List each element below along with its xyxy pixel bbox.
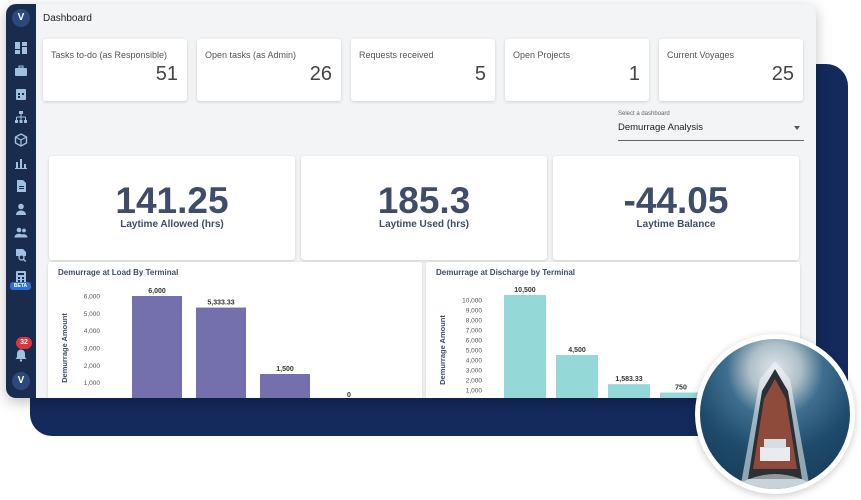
- chart-card-discharge: Demurrage at Discharge by Terminal Demur…: [426, 262, 800, 398]
- people-icon[interactable]: [14, 225, 28, 239]
- chevron-down-icon[interactable]: [794, 126, 800, 130]
- stat-value: 5: [474, 63, 486, 85]
- briefcase-icon[interactable]: [14, 64, 28, 78]
- kpi-laytime-balance: -44.05 Laytime Balance: [553, 156, 799, 260]
- stat-label: Open Projects: [513, 50, 571, 60]
- bar: [196, 307, 246, 398]
- kpi-value: 141.25: [115, 180, 229, 221]
- notification-badge: 32: [16, 337, 32, 349]
- dashboard-icon[interactable]: [14, 41, 28, 55]
- stat-label: Open tasks (as Admin): [205, 50, 297, 60]
- chart-title: Demurrage at Discharge by Terminal: [436, 268, 576, 277]
- y-tick-label: 0: [96, 398, 100, 399]
- chart-discharge-svg: Demurrage Amount 10,000 9,000 8,000 7,000 6,0…: [438, 287, 702, 399]
- page-title: Dashboard: [43, 13, 92, 24]
- bar-value-label: 1,500: [276, 366, 294, 373]
- stat-card-tasks-todo[interactable]: Tasks to-do (as Responsible) 51: [43, 39, 187, 101]
- bar-chart-icon[interactable]: [14, 156, 28, 170]
- dashboard-select-value: Demurrage Analysis: [618, 122, 704, 133]
- chart-card-load: Demurrage at Load By Terminal Demurrage …: [48, 262, 422, 398]
- bar: [556, 355, 598, 398]
- kpi-laytime-used: 185.3 Laytime Used (hrs): [301, 156, 547, 260]
- kpi-label: Laytime Used (hrs): [378, 219, 470, 230]
- stat-value: 26: [309, 63, 332, 85]
- bar: [260, 374, 310, 398]
- kpi-label: Laytime Allowed (hrs): [120, 219, 224, 230]
- bar: [504, 295, 546, 398]
- bar-value-label: 750: [675, 385, 687, 392]
- y-tick-label: 3,000: [84, 346, 101, 353]
- bar-value-label: 10,500: [514, 287, 536, 294]
- sidebar: V BETA: [6, 4, 36, 398]
- y-tick-label: 0: [478, 398, 482, 399]
- y-tick-label: 5,000: [84, 311, 101, 318]
- y-tick-label: 1,000: [84, 380, 101, 387]
- sitemap-icon[interactable]: [14, 110, 28, 124]
- stat-value: 25: [771, 63, 794, 85]
- stat-value: 51: [155, 63, 178, 85]
- y-tick-label: 10,000: [462, 298, 482, 305]
- y-tick-label: 3,000: [466, 368, 483, 375]
- dashboard-select[interactable]: Select a dashboard Demurrage Analysis: [618, 110, 804, 141]
- y-tick-label: 2,000: [466, 378, 483, 385]
- person-icon[interactable]: [14, 202, 28, 216]
- bell-icon[interactable]: [14, 348, 28, 362]
- bar: [608, 384, 650, 398]
- y-axis-label: Demurrage Amount: [60, 313, 69, 383]
- kpi-laytime-allowed: 141.25 Laytime Allowed (hrs): [49, 156, 295, 260]
- app-logo[interactable]: V: [12, 9, 30, 27]
- bar-value-label: 0: [347, 392, 351, 398]
- bar: [660, 392, 702, 398]
- stat-card-open-projects[interactable]: Open Projects 1: [505, 39, 649, 101]
- bar-value-label: 6,000: [148, 288, 166, 295]
- y-tick-label: 6,000: [466, 338, 483, 345]
- stat-card-requests[interactable]: Requests received 5: [351, 39, 495, 101]
- calculator-icon[interactable]: [14, 270, 28, 284]
- y-tick-label: 2,000: [84, 363, 101, 370]
- bar: [132, 296, 182, 398]
- y-tick-label: 9,000: [466, 308, 483, 315]
- y-tick-label: 7,000: [466, 328, 483, 335]
- bar-value-label: 5,333.33: [207, 300, 234, 307]
- ship-photo: [700, 339, 850, 489]
- y-tick-label: 6,000: [84, 294, 101, 301]
- cube-icon[interactable]: [14, 133, 28, 147]
- bar-value-label: 1,583.33: [615, 376, 642, 383]
- stat-value: 1: [628, 63, 640, 85]
- kpi-value: 185.3: [377, 180, 471, 221]
- search-document-icon[interactable]: [14, 248, 28, 262]
- stat-label: Tasks to-do (as Responsible): [51, 50, 168, 60]
- y-tick-label: 8,000: [466, 318, 483, 325]
- y-axis-label: Demurrage Amount: [438, 315, 447, 385]
- y-tick-label: 1,000: [466, 388, 483, 395]
- kpi-label: Laytime Balance: [636, 219, 716, 230]
- stat-label: Current Voyages: [667, 50, 735, 60]
- dashboard-select-caption: Select a dashboard: [618, 111, 670, 117]
- stat-card-open-tasks[interactable]: Open tasks (as Admin) 26: [197, 39, 341, 101]
- main-content: Dashboard Tasks to-do (as Responsible) 5…: [36, 4, 816, 398]
- stat-label: Requests received: [359, 50, 434, 60]
- bar-value-label: 4,500: [568, 347, 586, 354]
- app-window: V BETA: [6, 4, 816, 398]
- beta-badge: BETA: [10, 282, 31, 290]
- app-logo-bottom[interactable]: V: [12, 372, 30, 390]
- chart-title: Demurrage at Load By Terminal: [58, 268, 179, 277]
- document-icon[interactable]: [14, 179, 28, 193]
- y-tick-label: 5,000: [466, 348, 483, 355]
- calendar-icon[interactable]: [14, 87, 28, 101]
- kpi-value: -44.05: [623, 180, 729, 221]
- y-tick-label: 4,000: [84, 328, 101, 335]
- y-tick-label: 4,000: [466, 358, 483, 365]
- stat-card-current-voyages[interactable]: Current Voyages 25: [659, 39, 803, 101]
- chart-load-svg: Demurrage Amount 6,000 5,000 4,000 3,000 2,00…: [60, 288, 351, 399]
